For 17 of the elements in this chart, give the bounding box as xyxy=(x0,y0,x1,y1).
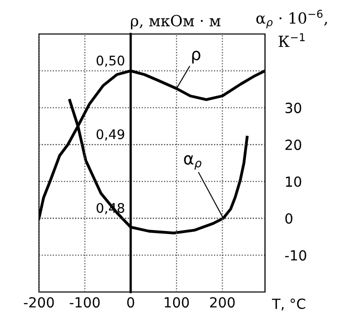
x-tick-label: -200 xyxy=(24,297,54,308)
y2-tick-label: 20 xyxy=(285,140,302,150)
y-tick-label: 0,50 xyxy=(96,56,124,67)
y-axis-title: ρ, мкОм · м xyxy=(130,14,220,30)
y-tick-label: 0,49 xyxy=(96,129,124,141)
x-axis-title: T, °C xyxy=(272,298,306,310)
x-tick-label: -100 xyxy=(70,297,100,308)
y2-tick-label: 10 xyxy=(286,176,302,187)
x-tick-label: 200 xyxy=(210,297,235,308)
x-tick-label: 100 xyxy=(164,297,189,308)
x-tick-label: 0 xyxy=(127,297,134,308)
y2-tick-label: 30 xyxy=(286,102,302,114)
annotation: α$_{ρ}$ xyxy=(184,155,202,170)
y2-tick-label: -10 xyxy=(285,250,306,261)
annotation: ρ xyxy=(192,50,200,64)
y2-tick-label: 0 xyxy=(285,213,292,224)
text: α$_{ρ}$ · 10$^{−6}$, К$^{−1}$ xyxy=(256,10,327,47)
